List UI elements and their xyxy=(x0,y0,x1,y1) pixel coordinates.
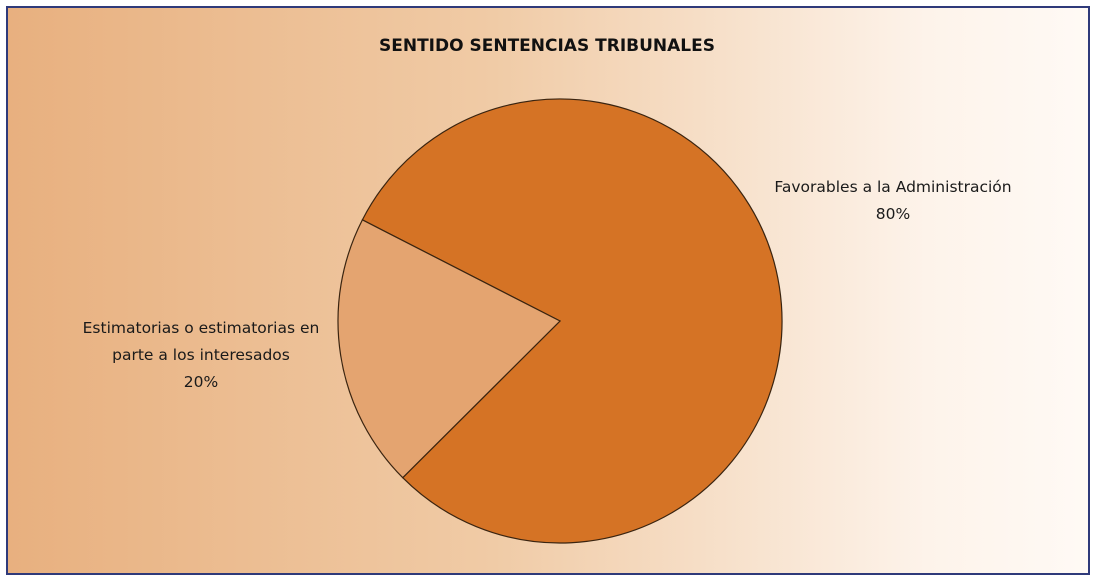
value-label: 20% xyxy=(183,373,219,391)
pie-slice xyxy=(337,219,562,479)
value-label: 80% xyxy=(875,205,911,223)
chart-title: SENTIDO SENTENCIAS TRIBUNALES xyxy=(379,36,715,56)
pie-slice xyxy=(361,98,783,544)
slice-label: Estimatorias o estimatorias en parte a l… xyxy=(61,315,341,396)
category-label: Estimatorias o estimatorias en parte a l… xyxy=(82,319,320,364)
slice-label: Favorables a la Administración 80% xyxy=(753,174,1033,228)
category-label: Favorables a la Administración xyxy=(774,178,1012,196)
